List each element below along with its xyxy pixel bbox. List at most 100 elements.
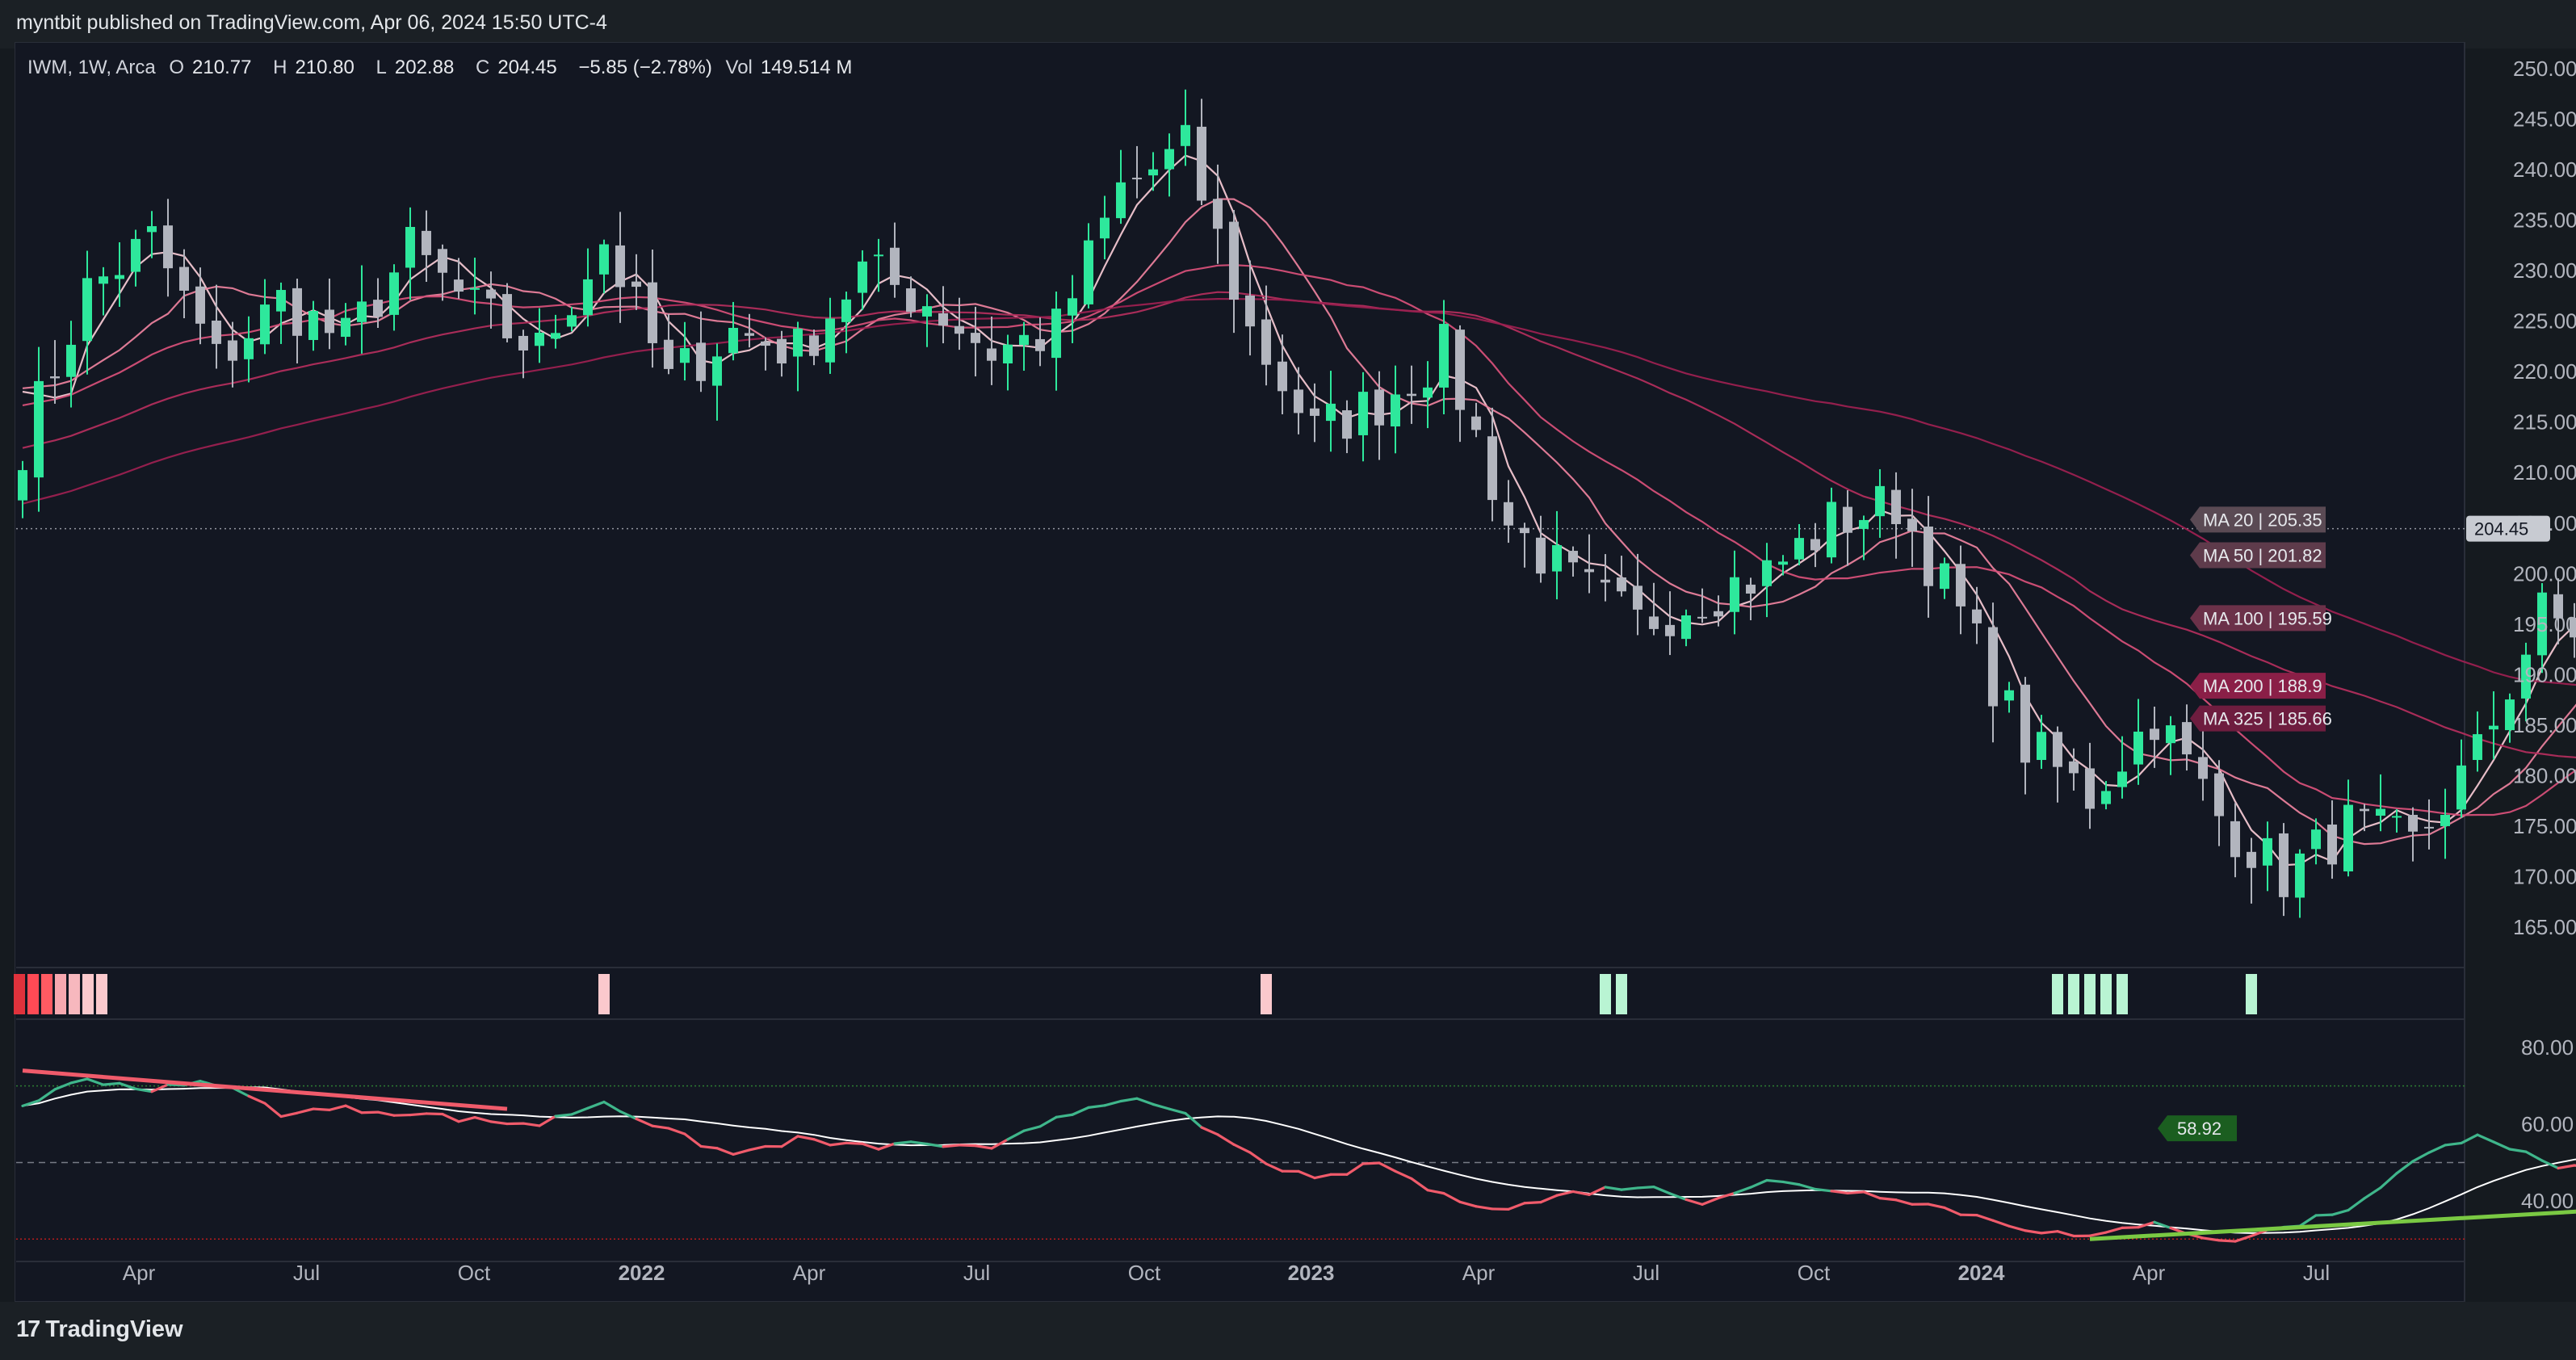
rsi-segment	[812, 1138, 832, 1147]
price-tick-label: 240.00	[2513, 157, 2576, 182]
candle-body	[18, 470, 27, 501]
rsi-segment	[2217, 1239, 2237, 1243]
last-price-tag: 204.45	[2466, 515, 2550, 542]
rsi-segment	[1991, 1219, 2011, 1228]
tradingview-logo[interactable]: 17 TradingView	[16, 1316, 183, 1343]
candle-body	[631, 281, 641, 288]
rsi-tick-label: 80.00	[2521, 1035, 2574, 1060]
candle-body	[2456, 765, 2466, 810]
candle-body	[1907, 518, 1917, 531]
candle-body	[2037, 732, 2046, 760]
rsi-segment	[279, 1111, 299, 1119]
candle-body	[147, 226, 157, 233]
price-tick-label: 210.00	[2513, 460, 2576, 485]
rsi-segment	[473, 1116, 493, 1123]
candle-body	[1859, 519, 1869, 529]
candle-body	[664, 339, 673, 369]
rsi-segment	[118, 1081, 137, 1090]
published-by-text: myntbit published on TradingView.com, Ap…	[16, 11, 607, 34]
candle-body	[2376, 808, 2385, 816]
candle-body	[1714, 611, 1723, 617]
signal-bar	[96, 974, 107, 1014]
ma-label-bg	[2190, 506, 2326, 533]
candle-body	[1665, 624, 1675, 636]
candle-body	[260, 304, 270, 345]
rsi-segment	[1426, 1189, 1445, 1195]
rsi-segment	[360, 1110, 380, 1114]
time-tick-label: Oct	[458, 1261, 491, 1285]
candle-body	[1601, 579, 1610, 583]
rsi-segment	[1652, 1186, 1672, 1195]
tradingview-brand: TradingView	[45, 1316, 183, 1342]
rsi-segment	[150, 1083, 170, 1093]
candle-body	[2553, 594, 2563, 619]
candle-body	[1326, 403, 1336, 422]
candle-body	[486, 289, 496, 299]
rsi-segment	[457, 1116, 476, 1123]
price-tick-label: 220.00	[2513, 359, 2576, 384]
ma-label-ma325: MA 325 | 185.66	[2190, 705, 2332, 732]
rsi-segment	[732, 1148, 751, 1156]
candle-body	[1342, 410, 1352, 439]
candle-body	[82, 278, 92, 342]
rsi-segment	[2104, 1226, 2124, 1234]
rsi-segment	[441, 1112, 460, 1123]
candle-body	[938, 313, 948, 326]
candle-body	[841, 299, 851, 322]
signal-bar	[1616, 974, 1627, 1014]
signal-bars	[14, 974, 2257, 1014]
symbol-label[interactable]: IWM, 1W, Arca	[27, 57, 156, 78]
bottom-bar	[0, 1302, 2576, 1360]
rsi-segment	[1878, 1197, 1898, 1202]
rsi-segment	[69, 1077, 89, 1085]
candle-body	[2101, 791, 2111, 804]
time-tick-label: Apr	[2133, 1261, 2166, 1285]
signal-bar	[2084, 974, 2096, 1014]
rsi-segment	[1410, 1177, 1429, 1192]
candle-body	[2360, 808, 2369, 812]
rsi-value-tag: 58.92	[2158, 1115, 2237, 1142]
candle-body	[1148, 169, 1158, 176]
candle-body	[890, 247, 900, 285]
rsi-segment	[2024, 1229, 2043, 1235]
candles-group	[18, 89, 2576, 918]
rsi-segment	[602, 1100, 622, 1113]
rsi-segment	[1248, 1151, 1268, 1165]
candle-body	[2489, 725, 2498, 730]
candle-body	[1988, 627, 1998, 707]
candle-body	[1972, 609, 1982, 623]
candle-body	[583, 279, 593, 316]
ma-label-text: MA 200 | 188.9	[2203, 676, 2322, 696]
open-value: 210.77	[192, 57, 252, 78]
rsi-tick-label: 40.00	[2521, 1189, 2574, 1213]
candle-body	[809, 335, 819, 356]
signal-bar	[1261, 974, 1272, 1014]
rsi-segment	[1765, 1178, 1785, 1184]
rsi-segment	[1265, 1162, 1284, 1173]
rsi-segment	[2137, 1220, 2156, 1229]
rsi-segment	[1798, 1183, 1817, 1191]
rsi-segment	[2088, 1231, 2108, 1237]
ma-label-ma50: MA 50 | 201.82	[2190, 542, 2326, 569]
ma-label-text: MA 50 | 201.82	[2203, 546, 2322, 566]
rsi-segment	[2040, 1230, 2059, 1235]
rsi-segment	[1458, 1200, 1478, 1208]
signal-bar	[2246, 974, 2257, 1014]
price-tick-label: 175.00	[2513, 814, 2576, 838]
rsi-segment	[1345, 1162, 1365, 1176]
candle-body	[954, 325, 964, 334]
signal-bar	[55, 974, 66, 1014]
ma-line-ma20	[22, 154, 2576, 867]
candle-body	[2279, 833, 2289, 897]
rsi-segment	[2492, 1140, 2511, 1151]
rsi-segment	[2540, 1159, 2560, 1170]
time-tick-label: 2024	[1958, 1261, 2005, 1285]
volume-value: 149.514 M	[760, 57, 853, 78]
ma-line-ma325	[22, 297, 2576, 686]
candle-body	[1132, 178, 1142, 180]
price-tick-label: 250.00	[2513, 57, 2576, 81]
rsi-segment	[344, 1104, 363, 1114]
rsi-segment	[958, 1144, 977, 1148]
